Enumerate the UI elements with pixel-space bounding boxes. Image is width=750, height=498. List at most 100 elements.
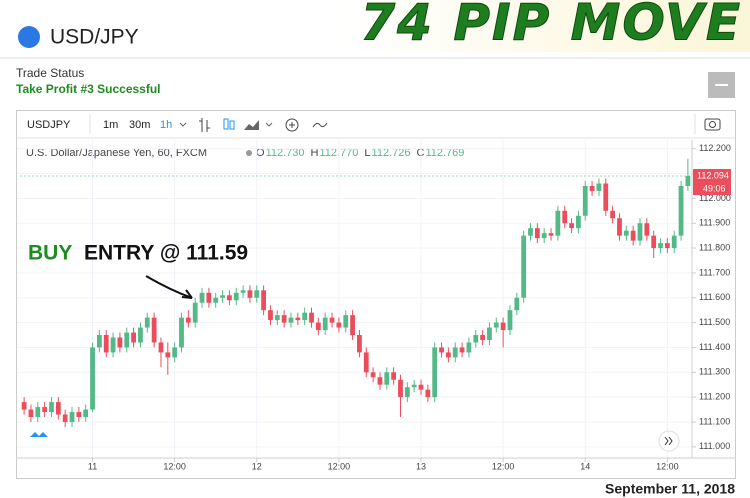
- candle-body: [596, 183, 602, 191]
- flag-icon: [18, 26, 40, 48]
- candle-body: [384, 372, 390, 385]
- candle-body: [404, 387, 410, 398]
- y-tick-label: 111.500: [699, 317, 730, 327]
- annotation-text: ENTRY @ 111.59: [84, 242, 248, 265]
- candle-body: [500, 322, 506, 331]
- y-tick-label: 111.200: [699, 392, 730, 402]
- tv-logo: [30, 432, 48, 437]
- candle-body: [623, 230, 629, 236]
- candle-body: [309, 312, 314, 323]
- candle-body: [555, 210, 561, 236]
- candle-body: [124, 332, 130, 348]
- candle-body: [507, 310, 513, 331]
- y-tick-label: 112.200: [699, 143, 731, 153]
- legend-dot: [246, 150, 252, 156]
- candle-body: [589, 185, 595, 191]
- y-tick-label: 111.300: [699, 367, 730, 377]
- candle-body: [144, 317, 150, 328]
- x-tick-label: 12: [252, 461, 262, 471]
- candle-body: [480, 335, 485, 340]
- candles-icon[interactable]: [229, 120, 235, 130]
- scroll-icon: [664, 436, 673, 446]
- candle-body: [179, 317, 184, 348]
- candle-body: [534, 228, 540, 239]
- candle-body: [548, 233, 554, 236]
- candle-body: [192, 302, 198, 323]
- candle-body: [55, 402, 61, 415]
- x-tick-label: 11: [88, 461, 97, 471]
- candle-body: [562, 210, 568, 224]
- candle-body: [514, 297, 520, 311]
- candle-body: [603, 183, 609, 211]
- toolbar-symbol[interactable]: USDJPY: [27, 119, 71, 131]
- price-tag: [693, 169, 731, 183]
- scroll-button[interactable]: [658, 430, 680, 452]
- candle-body: [418, 384, 424, 390]
- x-tick-label: 12:00: [328, 461, 351, 471]
- y-tick-label: 111.400: [699, 342, 730, 352]
- interval[interactable]: 1h: [160, 119, 172, 131]
- legend-key: L: [364, 147, 370, 159]
- candle-body: [343, 315, 349, 328]
- candle-body: [90, 347, 95, 410]
- candle-body: [658, 243, 663, 249]
- candle-body: [528, 228, 533, 236]
- headline-bg: [340, 0, 750, 52]
- dropdown-icon[interactable]: [179, 122, 187, 127]
- candle-body: [357, 335, 362, 353]
- legend-key: H: [311, 147, 319, 159]
- candle-body: [76, 412, 82, 418]
- indicator-icon[interactable]: [289, 122, 295, 128]
- entry-arrow-head: [181, 289, 193, 299]
- candle-body: [445, 352, 451, 358]
- candle-body: [329, 317, 335, 323]
- indicator-icon[interactable]: [285, 118, 299, 132]
- candle-body: [644, 223, 650, 236]
- legend-value: 112.769: [425, 147, 464, 159]
- candle-body: [466, 342, 472, 353]
- interval[interactable]: 30m: [129, 119, 150, 131]
- candle-body: [151, 317, 157, 343]
- candle-body: [172, 347, 178, 358]
- camera-icon[interactable]: [704, 118, 721, 131]
- candles-icon[interactable]: [223, 118, 229, 130]
- candle-body: [336, 322, 342, 328]
- candle-body: [493, 322, 499, 328]
- interval[interactable]: 1m: [103, 119, 118, 131]
- candle-body: [42, 407, 48, 413]
- candle-body: [651, 235, 657, 249]
- price-tag-text: 112.094: [697, 170, 729, 180]
- candle-body: [233, 292, 239, 301]
- countdown-tag: [693, 182, 731, 196]
- candle-body: [459, 347, 465, 353]
- dropdown-icon[interactable]: [265, 122, 273, 127]
- candle-body: [83, 409, 89, 418]
- area-icon[interactable]: [244, 120, 259, 130]
- candle-body: [206, 292, 212, 303]
- candle-body: [220, 295, 225, 298]
- candle-body: [630, 230, 636, 241]
- candle-body: [199, 292, 205, 303]
- legend-key: C: [417, 147, 425, 159]
- legend-description: U.S. Dollar/Japanese Yen, 60, FXCM: [26, 147, 207, 159]
- candle-body: [96, 335, 102, 348]
- candle-body: [541, 233, 547, 239]
- y-tick-label: 111.800: [699, 242, 730, 252]
- candle-body: [261, 290, 267, 311]
- candle-body: [49, 402, 54, 413]
- candle-body: [370, 372, 376, 378]
- candle-body: [576, 215, 581, 229]
- bars-icon[interactable]: [199, 118, 210, 132]
- candle-body: [185, 317, 191, 323]
- candle-body: [165, 352, 171, 358]
- candle-body: [274, 315, 280, 321]
- x-tick-label: 12:00: [492, 461, 515, 471]
- candle-body: [62, 414, 68, 422]
- candle-body: [138, 327, 143, 343]
- y-tick-label: 111.600: [699, 292, 730, 302]
- candle-body: [281, 315, 287, 323]
- compare-icon[interactable]: [312, 122, 328, 128]
- candle-body: [158, 342, 164, 353]
- candle-body: [685, 176, 691, 186]
